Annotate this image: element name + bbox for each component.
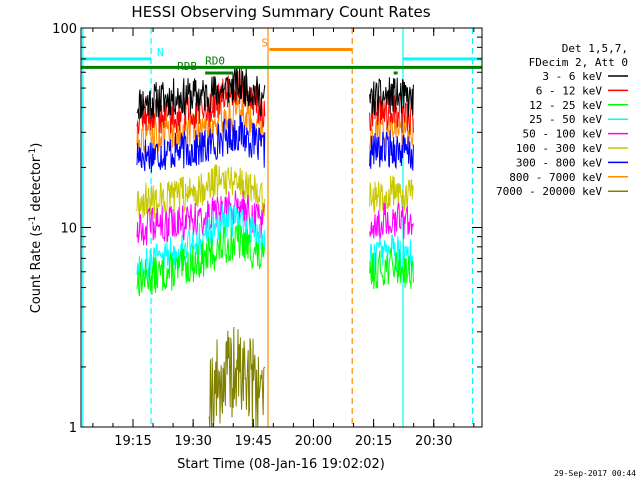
y-axis-label-sup: -1 <box>28 216 38 225</box>
x-tick-label: 19:30 <box>174 434 211 449</box>
x-tick-label: 20:00 <box>295 434 332 449</box>
series-trace <box>369 175 414 213</box>
timestamp: 29-Sep-2017 00:44 <box>554 469 636 478</box>
y-tick-label: 1 <box>69 421 77 436</box>
series-3-6keV <box>136 66 414 120</box>
series-trace <box>136 164 266 219</box>
series-300-800keV <box>136 114 414 173</box>
series-25-50keV <box>136 204 414 280</box>
legend-entry-label: 3 - 6 keV <box>542 70 602 83</box>
series-trace <box>369 130 414 171</box>
flag-label: RD0 <box>205 54 225 67</box>
series-12-25keV <box>136 224 414 297</box>
y-axis-label-mid: detector <box>29 156 44 216</box>
legend-entry-label: 800 - 7000 keV <box>509 171 602 184</box>
legend-entry-label: 25 - 50 keV <box>529 113 602 126</box>
legend-header-line-2: FDecim 2, Att 0 <box>529 56 628 69</box>
legend-header-line-1: Det 1,5,7, <box>562 42 628 55</box>
series-trace <box>369 77 414 117</box>
y-axis-label-end: ) <box>29 143 44 148</box>
legend-entry-label: 300 - 800 keV <box>516 156 602 169</box>
y-axis-label-main: Count Rate (s <box>29 225 44 314</box>
series-trace <box>136 204 266 280</box>
series-trace <box>136 66 266 120</box>
legend-entry-label: 50 - 100 keV <box>523 128 603 141</box>
series-50-100keV <box>136 190 414 246</box>
x-axis-label: Start Time (08-Jan-16 19:02:02) <box>177 457 385 472</box>
series-trace <box>136 224 266 297</box>
legend-entry-label: 12 - 25 keV <box>529 99 602 112</box>
y-axis-label: Count Rate (s-1 detector-1) <box>28 143 44 314</box>
series-trace <box>369 94 414 135</box>
y-axis-label-sup2: -1 <box>28 148 38 157</box>
flag-label: S <box>261 37 268 50</box>
series-trace <box>208 326 266 428</box>
flag-label: N <box>157 46 164 59</box>
x-tick-label: 20:15 <box>355 434 392 449</box>
series-100-300keV <box>136 164 414 219</box>
series-trace <box>136 114 266 173</box>
series-7000-20000keV <box>208 326 266 428</box>
series-trace <box>369 201 414 241</box>
x-tick-label: 19:15 <box>114 434 151 449</box>
y-tick-label: 100 <box>52 22 77 37</box>
series-trace <box>136 93 266 154</box>
x-tick-label: 20:30 <box>415 434 452 449</box>
legend-entry-label: 7000 - 20000 keV <box>496 185 602 198</box>
series-trace <box>369 247 414 290</box>
x-tick-label: 19:45 <box>235 434 272 449</box>
legend-entry-label: 6 - 12 keV <box>536 84 603 97</box>
legend-entry-label: 100 - 300 keV <box>516 142 602 155</box>
series-trace <box>369 234 414 275</box>
y-tick-label: 10 <box>60 222 77 237</box>
flag-label: RDB <box>177 60 197 73</box>
series-trace <box>136 190 266 246</box>
chart-title: HESSI Observing Summary Count Rates <box>131 3 430 21</box>
